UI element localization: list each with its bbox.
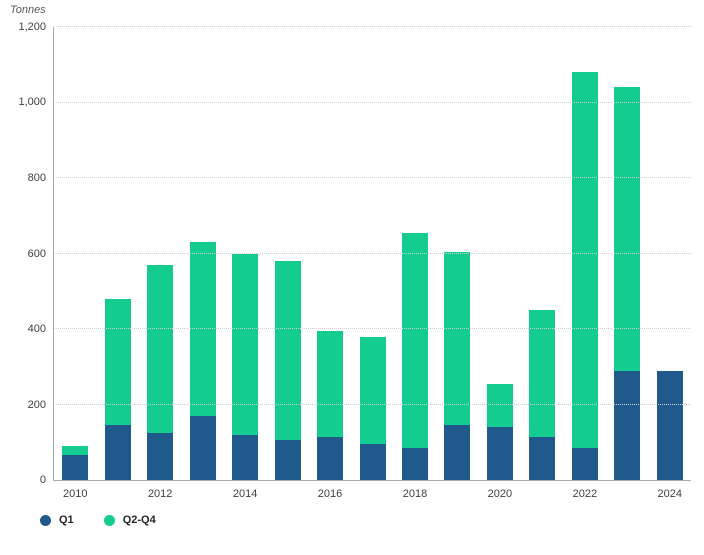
bar-segment-q2q4-2022[interactable] bbox=[571, 72, 598, 448]
bar-segment-q1-2013[interactable] bbox=[189, 415, 216, 480]
bar-slot-2021 bbox=[521, 27, 563, 480]
y-axis-tick-label-600: 600 bbox=[27, 247, 46, 260]
bar-segment-q2q4-2014[interactable] bbox=[232, 253, 259, 435]
bar-2020[interactable] bbox=[486, 383, 513, 480]
bar-slot-2018: 2018 bbox=[394, 27, 436, 500]
bar-2010[interactable] bbox=[62, 446, 89, 480]
bar-segment-q1-2019[interactable] bbox=[444, 425, 471, 480]
bar-segment-q2q4-2018[interactable] bbox=[401, 232, 428, 448]
x-axis-tick-label-2010: 2010 bbox=[62, 488, 88, 500]
bar-segment-q1-2020[interactable] bbox=[486, 427, 513, 480]
legend-swatch-q2q4-icon bbox=[103, 514, 115, 526]
bar-slot-2013 bbox=[181, 27, 223, 480]
y-axis-tick-label-0: 0 bbox=[39, 474, 46, 486]
bar-segment-q1-2010[interactable] bbox=[62, 455, 89, 480]
bar-2011[interactable] bbox=[104, 298, 131, 480]
x-axis-tick-label-2024: 2024 bbox=[657, 488, 683, 500]
bar-slot-2010: 2010 bbox=[54, 27, 96, 500]
bar-2024[interactable] bbox=[656, 370, 683, 480]
y-axis-tick-label-400: 400 bbox=[27, 322, 46, 335]
x-axis-tick-label-2018: 2018 bbox=[402, 488, 428, 500]
y-axis-tick-label-1000: 1,000 bbox=[18, 96, 46, 109]
bar-segment-q2q4-2021[interactable] bbox=[529, 310, 556, 437]
legend-label-q2q4: Q2-Q4 bbox=[122, 514, 156, 526]
bar-2012[interactable] bbox=[147, 264, 174, 480]
x-axis-tick-label-2020: 2020 bbox=[487, 488, 513, 500]
bar-2022[interactable] bbox=[571, 72, 598, 480]
bar-segment-q1-2016[interactable] bbox=[317, 436, 344, 480]
bar-segment-q1-2015[interactable] bbox=[274, 440, 301, 480]
bar-slot-2012: 2012 bbox=[139, 27, 181, 500]
bar-segment-q2q4-2012[interactable] bbox=[147, 264, 174, 433]
bar-segment-q2q4-2016[interactable] bbox=[317, 330, 344, 437]
bar-segment-q1-2012[interactable] bbox=[147, 432, 174, 480]
bar-segment-q2q4-2023[interactable] bbox=[614, 87, 641, 371]
legend: Q1 Q2-Q4 bbox=[40, 514, 156, 526]
bar-segment-q1-2018[interactable] bbox=[401, 447, 428, 480]
gridline-800 bbox=[54, 177, 691, 179]
bar-segment-q1-2024[interactable] bbox=[656, 370, 683, 480]
plot-area: 2010 2012 2014 2016 2018 2020 2022 2024 bbox=[53, 26, 691, 500]
x-axis-tick-label-2014: 2014 bbox=[232, 488, 258, 500]
bar-slot-2017 bbox=[351, 27, 393, 480]
bar-2018[interactable] bbox=[401, 232, 428, 480]
bar-segment-q1-2021[interactable] bbox=[529, 436, 556, 480]
x-axis-tick-label-2016: 2016 bbox=[317, 488, 343, 500]
gridline-1200 bbox=[54, 26, 691, 27]
bar-segment-q1-2014[interactable] bbox=[232, 434, 259, 480]
y-axis-title: Tonnes bbox=[10, 4, 46, 16]
bar-segment-q2q4-2019[interactable] bbox=[444, 251, 471, 426]
bar-segment-q2q4-2020[interactable] bbox=[486, 383, 513, 428]
bar-2019[interactable] bbox=[444, 251, 471, 480]
bar-2015[interactable] bbox=[274, 261, 301, 480]
bar-2014[interactable] bbox=[232, 253, 259, 480]
y-axis-tick-label-200: 200 bbox=[27, 398, 46, 411]
bar-2023[interactable] bbox=[614, 87, 641, 480]
legend-swatch-q1-icon bbox=[40, 514, 51, 526]
bar-segment-q2q4-2015[interactable] bbox=[274, 261, 301, 441]
bar-2021[interactable] bbox=[529, 310, 556, 480]
gridline-400 bbox=[54, 328, 691, 330]
bar-slot-2011 bbox=[96, 27, 138, 480]
bar-segment-q1-2011[interactable] bbox=[104, 425, 131, 480]
gridline-200 bbox=[54, 403, 691, 405]
bar-slot-2020: 2020 bbox=[479, 27, 521, 500]
bar-slot-2016: 2016 bbox=[309, 27, 351, 500]
bar-segment-q1-2023[interactable] bbox=[614, 370, 641, 480]
x-axis-tick-label-2022: 2022 bbox=[572, 488, 598, 500]
gridline-600 bbox=[54, 252, 691, 254]
gridline-1000 bbox=[54, 101, 691, 103]
bar-slot-2019 bbox=[436, 27, 478, 480]
bar-2013[interactable] bbox=[189, 242, 216, 480]
bar-2016[interactable] bbox=[317, 330, 344, 480]
bar-segment-q2q4-2011[interactable] bbox=[104, 298, 131, 426]
bar-segment-q1-2022[interactable] bbox=[571, 447, 598, 480]
bars-row: 2010 2012 2014 2016 2018 2020 2022 2024 bbox=[54, 27, 691, 500]
y-axis-labels: 0 200 400 600 800 1,000 1,200 bbox=[0, 21, 46, 486]
legend-label-q1: Q1 bbox=[59, 514, 74, 526]
bar-slot-2022: 2022 bbox=[564, 27, 606, 500]
legend-item-q1[interactable]: Q1 bbox=[40, 514, 74, 526]
x-axis-tick-label-2012: 2012 bbox=[147, 488, 173, 500]
legend-item-q2q4[interactable]: Q2-Q4 bbox=[103, 514, 156, 526]
bar-segment-q2q4-2010[interactable] bbox=[62, 446, 89, 456]
y-axis-tick-label-1200: 1,200 bbox=[18, 21, 46, 33]
y-axis-tick-label-800: 800 bbox=[27, 171, 46, 184]
bar-slot-2014: 2014 bbox=[224, 27, 266, 500]
bar-segment-q1-2017[interactable] bbox=[359, 444, 386, 480]
bar-slot-2015 bbox=[266, 27, 308, 480]
bar-segment-q2q4-2017[interactable] bbox=[359, 336, 386, 445]
bar-2017[interactable] bbox=[359, 336, 386, 480]
bar-slot-2023 bbox=[606, 27, 648, 480]
bar-slot-2024: 2024 bbox=[649, 27, 691, 500]
